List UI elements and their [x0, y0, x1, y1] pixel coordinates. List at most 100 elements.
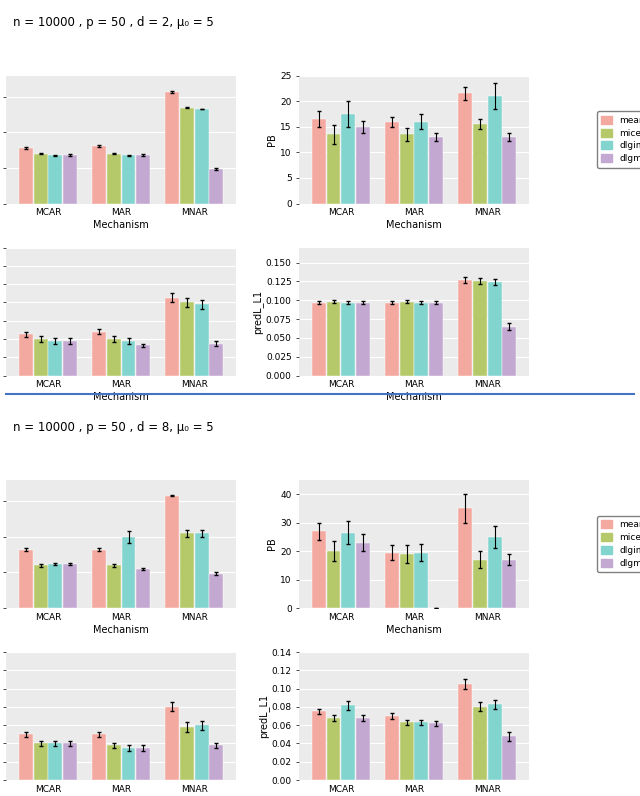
Bar: [488, 704, 502, 780]
Bar: [385, 716, 399, 780]
Bar: [502, 560, 516, 608]
Bar: [166, 92, 179, 204]
Bar: [166, 707, 179, 780]
Bar: [136, 748, 150, 780]
Bar: [400, 554, 413, 608]
Bar: [473, 560, 487, 608]
Bar: [502, 137, 516, 204]
Bar: [209, 745, 223, 780]
Bar: [19, 334, 33, 376]
Bar: [326, 135, 340, 204]
Bar: [312, 302, 326, 376]
Bar: [166, 298, 179, 376]
Bar: [122, 155, 136, 204]
Bar: [415, 552, 428, 608]
Y-axis label: predL_L1: predL_L1: [252, 290, 263, 334]
Bar: [195, 304, 209, 376]
Bar: [341, 705, 355, 780]
Bar: [429, 724, 443, 780]
Bar: [502, 736, 516, 780]
Y-axis label: predL_L1: predL_L1: [258, 694, 269, 738]
Bar: [400, 723, 413, 780]
Bar: [341, 114, 355, 204]
X-axis label: Mechanism: Mechanism: [387, 392, 442, 402]
Y-axis label: PB: PB: [268, 537, 277, 550]
Bar: [48, 155, 62, 204]
Bar: [136, 155, 150, 204]
Bar: [341, 302, 355, 376]
Bar: [180, 107, 194, 204]
Bar: [429, 137, 443, 204]
Bar: [209, 344, 223, 376]
Bar: [48, 743, 62, 780]
Bar: [312, 712, 326, 780]
Bar: [107, 339, 121, 376]
Bar: [107, 745, 121, 780]
Bar: [473, 281, 487, 376]
Text: n = 10000 , p = 50 , d = 8, μ₀ = 5: n = 10000 , p = 50 , d = 8, μ₀ = 5: [13, 421, 213, 434]
Legend: mean, mice, dlgim, dlgm: mean, mice, dlgim, dlgm: [596, 111, 640, 168]
Bar: [356, 127, 370, 204]
Bar: [400, 302, 413, 376]
Bar: [166, 496, 179, 608]
Bar: [326, 718, 340, 780]
Bar: [195, 725, 209, 780]
Bar: [473, 707, 487, 780]
Bar: [312, 531, 326, 608]
Bar: [415, 723, 428, 780]
Bar: [473, 124, 487, 204]
Text: n = 10000 , p = 50 , d = 2, μ₀ = 5: n = 10000 , p = 50 , d = 2, μ₀ = 5: [13, 16, 213, 29]
Bar: [385, 302, 399, 376]
Bar: [92, 550, 106, 608]
Bar: [195, 533, 209, 608]
Bar: [209, 574, 223, 608]
Bar: [122, 537, 136, 608]
Bar: [92, 735, 106, 780]
Bar: [107, 565, 121, 608]
Bar: [356, 302, 370, 376]
Bar: [400, 135, 413, 204]
Bar: [488, 96, 502, 204]
Bar: [326, 302, 340, 376]
Bar: [195, 109, 209, 204]
Bar: [34, 339, 47, 376]
Bar: [385, 122, 399, 204]
Y-axis label: PB: PB: [268, 133, 277, 146]
Bar: [48, 564, 62, 608]
Bar: [458, 509, 472, 608]
Bar: [502, 326, 516, 376]
Bar: [92, 146, 106, 204]
Bar: [34, 154, 47, 204]
Bar: [180, 302, 194, 376]
Bar: [63, 564, 77, 608]
Bar: [458, 684, 472, 780]
Bar: [458, 280, 472, 376]
Bar: [63, 341, 77, 376]
Bar: [48, 341, 62, 376]
Bar: [385, 552, 399, 608]
Bar: [312, 119, 326, 204]
Bar: [34, 743, 47, 780]
Legend: mean, mice, dlgim, dlgm: mean, mice, dlgim, dlgm: [596, 516, 640, 572]
X-axis label: Mechanism: Mechanism: [93, 625, 149, 634]
Bar: [63, 743, 77, 780]
Bar: [488, 537, 502, 608]
X-axis label: Mechanism: Mechanism: [93, 220, 149, 230]
Bar: [209, 169, 223, 204]
Bar: [92, 332, 106, 376]
Bar: [63, 155, 77, 204]
Bar: [122, 341, 136, 376]
Bar: [107, 154, 121, 204]
Bar: [488, 283, 502, 376]
Bar: [326, 551, 340, 608]
Bar: [356, 543, 370, 608]
Bar: [34, 565, 47, 608]
X-axis label: Mechanism: Mechanism: [387, 625, 442, 634]
Bar: [136, 345, 150, 376]
Bar: [180, 533, 194, 608]
Bar: [19, 148, 33, 204]
Bar: [341, 533, 355, 608]
X-axis label: Mechanism: Mechanism: [93, 392, 149, 402]
Bar: [19, 735, 33, 780]
Bar: [458, 93, 472, 204]
